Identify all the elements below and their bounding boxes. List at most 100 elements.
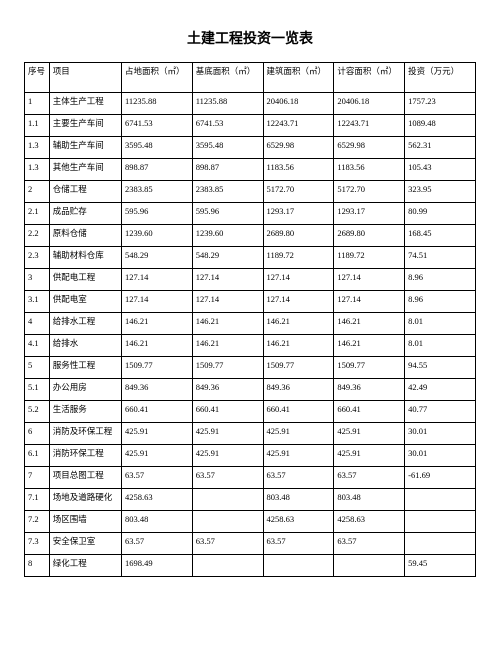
table-cell: 4: [25, 313, 50, 335]
table-cell: 63.57: [263, 533, 334, 555]
table-cell: 6: [25, 423, 50, 445]
table-cell: 3: [25, 269, 50, 291]
table-cell: 安全保卫室: [49, 533, 121, 555]
table-cell: 消防及环保工程: [49, 423, 121, 445]
table-cell: 63.57: [121, 533, 192, 555]
table-cell: 1757.23: [405, 93, 476, 115]
table-cell: 8.96: [405, 291, 476, 313]
table-cell: 2383.85: [192, 181, 263, 203]
table-cell: 1239.60: [192, 225, 263, 247]
table-cell: 6741.53: [192, 115, 263, 137]
table-cell: 425.91: [192, 445, 263, 467]
table-cell: 660.41: [263, 401, 334, 423]
table-cell: 425.91: [334, 423, 405, 445]
table-cell: 3595.48: [121, 137, 192, 159]
table-cell: 548.29: [121, 247, 192, 269]
table-cell: -61.69: [405, 467, 476, 489]
table-cell: 3595.48: [192, 137, 263, 159]
table-cell: 供配电工程: [49, 269, 121, 291]
header-item: 项目: [49, 63, 121, 93]
table-cell: 5.2: [25, 401, 50, 423]
table-cell: 办公用房: [49, 379, 121, 401]
table-cell: 803.48: [121, 511, 192, 533]
table-cell: 323.95: [405, 181, 476, 203]
table-row: 7项目总图工程63.5763.5763.5763.57-61.69: [25, 467, 476, 489]
table-cell: 2689.80: [263, 225, 334, 247]
table-cell: 其他生产车间: [49, 159, 121, 181]
table-cell: 项目总图工程: [49, 467, 121, 489]
table-cell: 146.21: [121, 313, 192, 335]
table-cell: 425.91: [192, 423, 263, 445]
table-cell: 绿化工程: [49, 555, 121, 577]
table-cell: 辅助生产车间: [49, 137, 121, 159]
table-cell: 8: [25, 555, 50, 577]
table-cell: 548.29: [192, 247, 263, 269]
table-cell: 4258.63: [121, 489, 192, 511]
table-cell: 849.36: [192, 379, 263, 401]
table-cell: 服务性工程: [49, 357, 121, 379]
table-cell: 8.01: [405, 313, 476, 335]
table-cell: 425.91: [334, 445, 405, 467]
table-cell: 63.57: [334, 533, 405, 555]
table-row: 3.1供配电室127.14127.14127.14127.148.96: [25, 291, 476, 313]
table-cell: 场区围墙: [49, 511, 121, 533]
table-cell: 127.14: [121, 291, 192, 313]
table-cell: 成品贮存: [49, 203, 121, 225]
table-row: 6消防及环保工程425.91425.91425.91425.9130.01: [25, 423, 476, 445]
table-cell: 给排水工程: [49, 313, 121, 335]
table-cell: 1509.77: [192, 357, 263, 379]
table-cell: 7.1: [25, 489, 50, 511]
table-cell: 2689.80: [334, 225, 405, 247]
table-cell: 59.45: [405, 555, 476, 577]
table-cell: 1509.77: [263, 357, 334, 379]
table-cell: 5172.70: [334, 181, 405, 203]
table-row: 7.3安全保卫室63.5763.5763.5763.57: [25, 533, 476, 555]
table-cell: [405, 489, 476, 511]
table-cell: 4258.63: [263, 511, 334, 533]
table-cell: 127.14: [192, 291, 263, 313]
table-row: 1.3辅助生产车间3595.483595.486529.986529.98562…: [25, 137, 476, 159]
table-cell: [405, 533, 476, 555]
table-cell: 2.1: [25, 203, 50, 225]
table-cell: 5172.70: [263, 181, 334, 203]
table-cell: 30.01: [405, 423, 476, 445]
table-cell: 消防环保工程: [49, 445, 121, 467]
table-row: 6.1消防环保工程425.91425.91425.91425.9130.01: [25, 445, 476, 467]
investment-table: 序号 项目 占地面积（㎡） 基底面积（㎡） 建筑面积（㎡） 计容面积（㎡） 投资…: [24, 62, 476, 577]
table-cell: 898.87: [121, 159, 192, 181]
table-cell: 127.14: [121, 269, 192, 291]
table-row: 4给排水工程146.21146.21146.21146.218.01: [25, 313, 476, 335]
table-row: 7.1场地及道路硬化4258.63803.48803.48: [25, 489, 476, 511]
table-row: 1.1主要生产车间6741.536741.5312243.7112243.711…: [25, 115, 476, 137]
table-cell: 127.14: [263, 291, 334, 313]
table-cell: 主要生产车间: [49, 115, 121, 137]
table-cell: 20406.18: [263, 93, 334, 115]
table-cell: [192, 555, 263, 577]
header-base-area: 基底面积（㎡）: [192, 63, 263, 93]
table-row: 5.1办公用房849.36849.36849.36849.3642.49: [25, 379, 476, 401]
table-cell: 146.21: [334, 335, 405, 357]
table-cell: 6529.98: [334, 137, 405, 159]
table-row: 3供配电工程127.14127.14127.14127.148.96: [25, 269, 476, 291]
table-cell: 1293.17: [334, 203, 405, 225]
table-cell: 1.1: [25, 115, 50, 137]
table-cell: 主体生产工程: [49, 93, 121, 115]
table-cell: 给排水: [49, 335, 121, 357]
table-cell: 63.57: [263, 467, 334, 489]
table-cell: 2383.85: [121, 181, 192, 203]
table-cell: 1.3: [25, 159, 50, 181]
table-cell: 146.21: [121, 335, 192, 357]
table-cell: 1183.56: [334, 159, 405, 181]
table-row: 5服务性工程1509.771509.771509.771509.7794.55: [25, 357, 476, 379]
table-cell: 1509.77: [121, 357, 192, 379]
table-cell: 94.55: [405, 357, 476, 379]
table-cell: 1293.17: [263, 203, 334, 225]
table-cell: 11235.88: [121, 93, 192, 115]
table-cell: 30.01: [405, 445, 476, 467]
header-seq: 序号: [25, 63, 50, 93]
table-cell: 仓储工程: [49, 181, 121, 203]
table-cell: 5: [25, 357, 50, 379]
header-capacity-area: 计容面积（㎡）: [334, 63, 405, 93]
table-cell: 849.36: [121, 379, 192, 401]
table-cell: 原料仓储: [49, 225, 121, 247]
